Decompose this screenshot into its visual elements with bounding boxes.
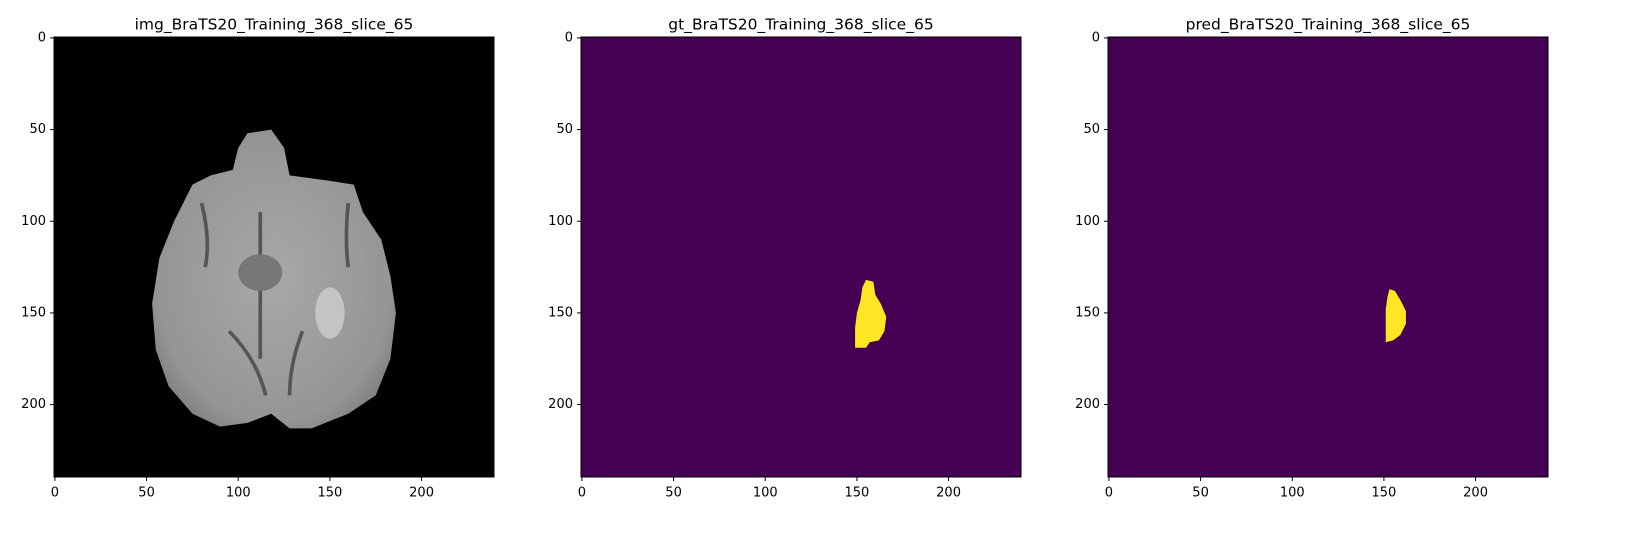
x-tick-label: 0 (1105, 486, 1113, 501)
panel-title: img_BraTS20_Training_368_slice_65 (135, 16, 414, 35)
x-tick-label: 50 (138, 486, 155, 501)
y-tick-label: 0 (565, 30, 573, 45)
panel-title: gt_BraTS20_Training_368_slice_65 (668, 16, 933, 35)
y-tick-label: 0 (1092, 30, 1100, 45)
image-background (581, 37, 1021, 477)
mask-image (1385, 289, 1406, 343)
y-tick-label: 200 (1075, 397, 1100, 412)
panel (54, 37, 494, 477)
y-tick-label: 150 (1075, 305, 1100, 320)
x-tick-label: 150 (318, 486, 343, 501)
y-tick-label: 0 (38, 30, 46, 45)
y-tick-label: 150 (548, 305, 573, 320)
x-tick-label: 50 (665, 486, 682, 501)
axes-frame (53, 36, 495, 478)
panel (1108, 37, 1548, 477)
x-tick-label: 200 (936, 486, 961, 501)
y-tick-label: 200 (21, 397, 46, 412)
x-tick-label: 200 (409, 486, 434, 501)
axes-frame (580, 36, 1022, 478)
image-background (1108, 37, 1548, 477)
x-tick-label: 200 (1463, 486, 1488, 501)
x-tick-label: 0 (578, 486, 586, 501)
y-tick-label: 200 (548, 397, 573, 412)
x-tick-label: 50 (1192, 486, 1209, 501)
panel-title: pred_BraTS20_Training_368_slice_65 (1186, 16, 1471, 35)
axes-frame (1107, 36, 1549, 478)
y-tick-label: 100 (21, 214, 46, 229)
x-tick-label: 150 (1372, 486, 1397, 501)
x-tick-label: 0 (51, 486, 59, 501)
brain-image (152, 129, 396, 429)
y-tick-label: 50 (556, 122, 573, 137)
x-tick-label: 100 (1280, 486, 1305, 501)
x-tick-label: 150 (845, 486, 870, 501)
y-tick-label: 100 (548, 214, 573, 229)
y-tick-label: 50 (29, 122, 46, 137)
y-tick-label: 150 (21, 305, 46, 320)
panel (581, 37, 1021, 477)
y-tick-label: 100 (1075, 214, 1100, 229)
x-tick-label: 100 (753, 486, 778, 501)
y-tick-label: 50 (1083, 122, 1100, 137)
mask-image (855, 279, 887, 348)
x-tick-label: 100 (226, 486, 251, 501)
